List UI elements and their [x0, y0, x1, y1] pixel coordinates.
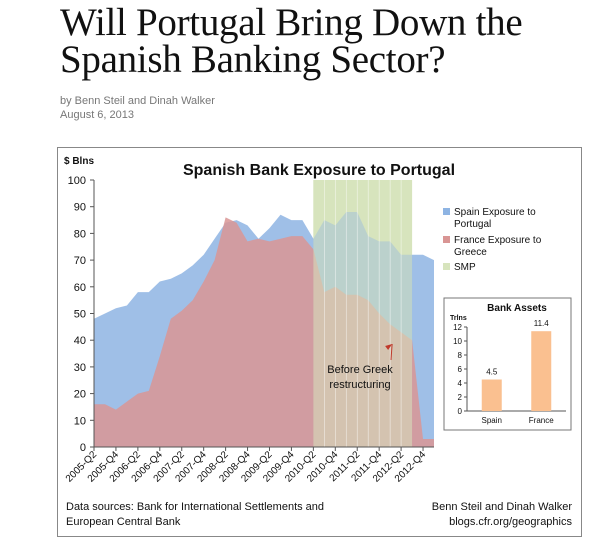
credit-authors: Benn Steil and Dinah Walker	[431, 501, 572, 513]
inset-bar-value-france: 11.4	[534, 319, 550, 328]
inset-bar-spain	[481, 379, 502, 411]
credit-url: blogs.cfr.org/geographics	[449, 516, 572, 528]
inset-bar-value-spain: 4.5	[486, 368, 498, 377]
y-tick-label: 50	[74, 309, 86, 321]
annotation-arrow-head	[385, 344, 393, 350]
y-tick-label: 40	[74, 335, 86, 347]
annotation-text-line-1: Before Greek	[327, 364, 393, 376]
inset-title: Bank Assets	[487, 303, 547, 314]
inset-y-tick-label: 8	[458, 351, 463, 360]
y-tick-label: 10	[74, 415, 86, 427]
y-tick-label: 60	[74, 282, 86, 294]
article-title: Will Portugal Bring Down the Spanish Ban…	[60, 1, 523, 81]
chart-figure: $ Blns Spanish Bank Exposure to Portugal 0…	[57, 147, 582, 537]
legend-label-france-cont: Greece	[454, 247, 487, 258]
inset-y-tick-label: 12	[453, 323, 462, 332]
y-tick-label: 0	[80, 442, 86, 454]
chart-credit: Benn Steil and Dinah Walker blogs.cfr.or…	[432, 500, 572, 530]
legend-swatch-smp	[443, 263, 450, 270]
y-tick-label: 100	[68, 175, 86, 187]
legend-swatch-france	[443, 236, 450, 243]
legend-label-smp: SMP	[454, 262, 476, 273]
inset-bar-france	[531, 331, 552, 411]
inset-y-tick-label: 2	[458, 393, 463, 402]
data-sources-line-2: European Central Bank	[66, 516, 181, 528]
inset-y-label: Trlns	[450, 315, 467, 322]
y-axis-label: $ Blns	[64, 156, 94, 167]
article-date: August 6, 2013	[60, 109, 135, 121]
legend-swatch-spain	[443, 208, 450, 215]
inset-category-label: Spain	[482, 416, 502, 425]
chart-title: Spanish Bank Exposure to Portugal	[183, 162, 455, 179]
legend-label-france: France Exposure to	[454, 235, 542, 246]
inset-y-tick-label: 0	[458, 407, 463, 416]
y-tick-label: 90	[74, 202, 86, 214]
y-tick-label: 20	[74, 389, 86, 401]
y-tick-label: 80	[74, 228, 86, 240]
chart-svg: $ Blns Spanish Bank Exposure to Portugal 0…	[64, 156, 572, 485]
y-tick-label: 70	[74, 255, 86, 267]
data-sources-line-1: Data sources: Bank for International Set…	[66, 501, 325, 513]
y-tick-label: 30	[74, 362, 86, 374]
annotation-text-line-2: restructuring	[329, 379, 390, 391]
inset-y-tick-label: 4	[458, 379, 463, 388]
annotation-arrow-line	[390, 343, 393, 361]
smp-band-overlay	[313, 180, 413, 447]
inset-y-tick-label: 10	[453, 337, 462, 346]
legend-label-spain-cont: Portugal	[454, 219, 491, 230]
legend-label-spain: Spain Exposure to	[454, 207, 536, 218]
inset-y-tick-label: 6	[458, 365, 463, 374]
inset-category-label: France	[529, 416, 554, 425]
data-sources: Data sources: Bank for International Set…	[66, 500, 356, 530]
article-byline: by Benn Steil and Dinah Walker	[60, 95, 215, 107]
